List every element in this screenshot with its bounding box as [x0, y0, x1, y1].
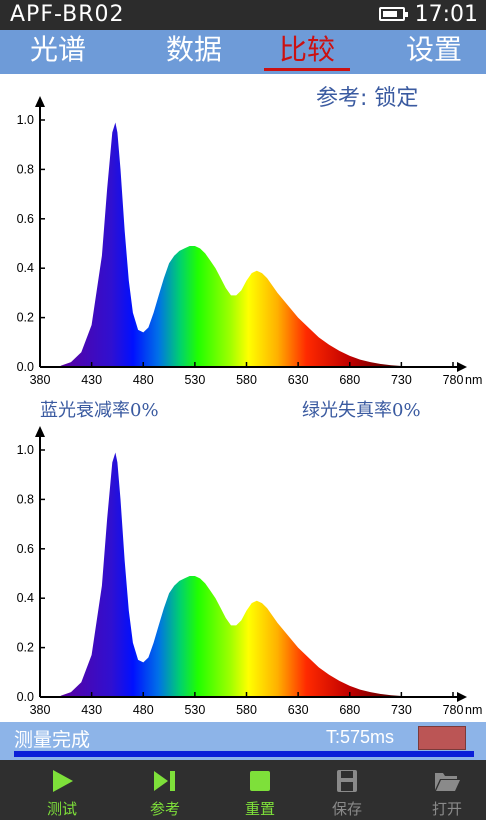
- test-label: 测试: [46, 800, 77, 818]
- y-tick-label: 0.8: [17, 162, 34, 176]
- tab-bar: 光谱 数据 比较 设置: [0, 30, 486, 74]
- open-label: 打开: [431, 800, 462, 818]
- save-button[interactable]: 保存: [307, 760, 387, 820]
- y-tick-label: 0.8: [17, 492, 34, 506]
- measurement-time: T:575ms: [326, 727, 395, 747]
- reset-label: 重置: [244, 800, 275, 818]
- tab-settings[interactable]: 设置: [405, 33, 462, 66]
- x-tick-label: 630: [288, 703, 309, 717]
- spectrum-chart-current: 0.0 0.2 0.4 0.6 0.8 1.0 380 430 480 530 580 630 680 7…: [17, 96, 482, 387]
- x-tick-label: 730: [391, 373, 412, 387]
- y-tick-label: 0.0: [17, 690, 34, 704]
- spectrum-chart-reference: 0.0 0.2 0.4 0.6 0.8 1.0 380 430 480 530 580 630 680 7…: [17, 426, 482, 717]
- x-axis-arrow: [457, 362, 467, 372]
- active-tab-indicator: [264, 68, 350, 71]
- x-tick-label: 680: [339, 703, 360, 717]
- x-tick-label: 430: [81, 703, 102, 717]
- green-distortion-rate: 绿光失真率0%: [302, 400, 421, 421]
- x-tick-label: 380: [30, 373, 51, 387]
- x-axis-arrow: [457, 692, 467, 702]
- y-tick-label: 0.0: [17, 360, 34, 374]
- x-tick-label: 780: [443, 373, 464, 387]
- reference-status: 参考: 锁定: [316, 86, 419, 111]
- play-icon: [53, 770, 73, 792]
- stop-icon: [250, 771, 270, 791]
- y-tick-label: 1.0: [17, 113, 34, 127]
- x-unit-label: nm: [465, 703, 482, 717]
- spectrum-area: [60, 122, 423, 367]
- battery-icon: [379, 7, 408, 21]
- x-tick-label: 580: [236, 703, 257, 717]
- y-axis-arrow: [35, 426, 45, 437]
- progress-fill: [14, 751, 474, 757]
- x-tick-label: 730: [391, 703, 412, 717]
- x-tick-label: 630: [288, 373, 309, 387]
- y-axis-arrow: [35, 96, 45, 107]
- save-label: 保存: [331, 800, 362, 818]
- reference-button[interactable]: 参考: [125, 760, 205, 820]
- tab-compare[interactable]: 比较: [278, 33, 335, 66]
- step-forward-icon: [154, 771, 175, 791]
- folder-open-icon: [435, 773, 460, 791]
- x-unit-label: nm: [465, 373, 482, 387]
- x-tick-label: 530: [184, 703, 205, 717]
- progress-bar: [14, 751, 474, 757]
- device-name: APF-BR02: [10, 2, 125, 27]
- status-bar: APF-BR02 17:01: [0, 0, 486, 30]
- bottom-toolbar: 测试 参考 重置 保存 打开: [0, 760, 486, 820]
- blue-decay-rate: 蓝光衰减率0%: [40, 400, 159, 421]
- x-tick-label: 530: [184, 373, 205, 387]
- y-tick-label: 0.6: [17, 542, 34, 556]
- x-tick-label: 680: [339, 373, 360, 387]
- open-button[interactable]: 打开: [407, 760, 486, 820]
- x-tick-label: 480: [133, 373, 154, 387]
- record-indicator-icon: [418, 726, 466, 750]
- x-tick-label: 780: [443, 703, 464, 717]
- measurement-status: 测量完成: [14, 729, 91, 751]
- y-tick-label: 0.4: [17, 261, 34, 275]
- y-tick-label: 1.0: [17, 443, 34, 457]
- y-tick-label: 0.2: [17, 641, 34, 655]
- measurement-bar: 测量完成 T:575ms: [0, 722, 486, 760]
- save-icon: [337, 770, 357, 792]
- test-button[interactable]: 测试: [22, 760, 102, 820]
- tab-data[interactable]: 数据: [165, 33, 222, 66]
- y-tick-label: 0.4: [17, 591, 34, 605]
- x-tick-label: 480: [133, 703, 154, 717]
- reset-button[interactable]: 重置: [220, 760, 300, 820]
- battery-level: [383, 11, 397, 17]
- x-tick-label: 430: [81, 373, 102, 387]
- y-tick-label: 0.2: [17, 311, 34, 325]
- reference-label: 参考: [149, 800, 180, 818]
- x-tick-label: 580: [236, 373, 257, 387]
- tab-spectrum[interactable]: 光谱: [29, 33, 86, 66]
- clock: 17:01: [414, 2, 478, 27]
- spectrum-area: [60, 452, 423, 697]
- x-tick-label: 380: [30, 703, 51, 717]
- y-tick-label: 0.6: [17, 212, 34, 226]
